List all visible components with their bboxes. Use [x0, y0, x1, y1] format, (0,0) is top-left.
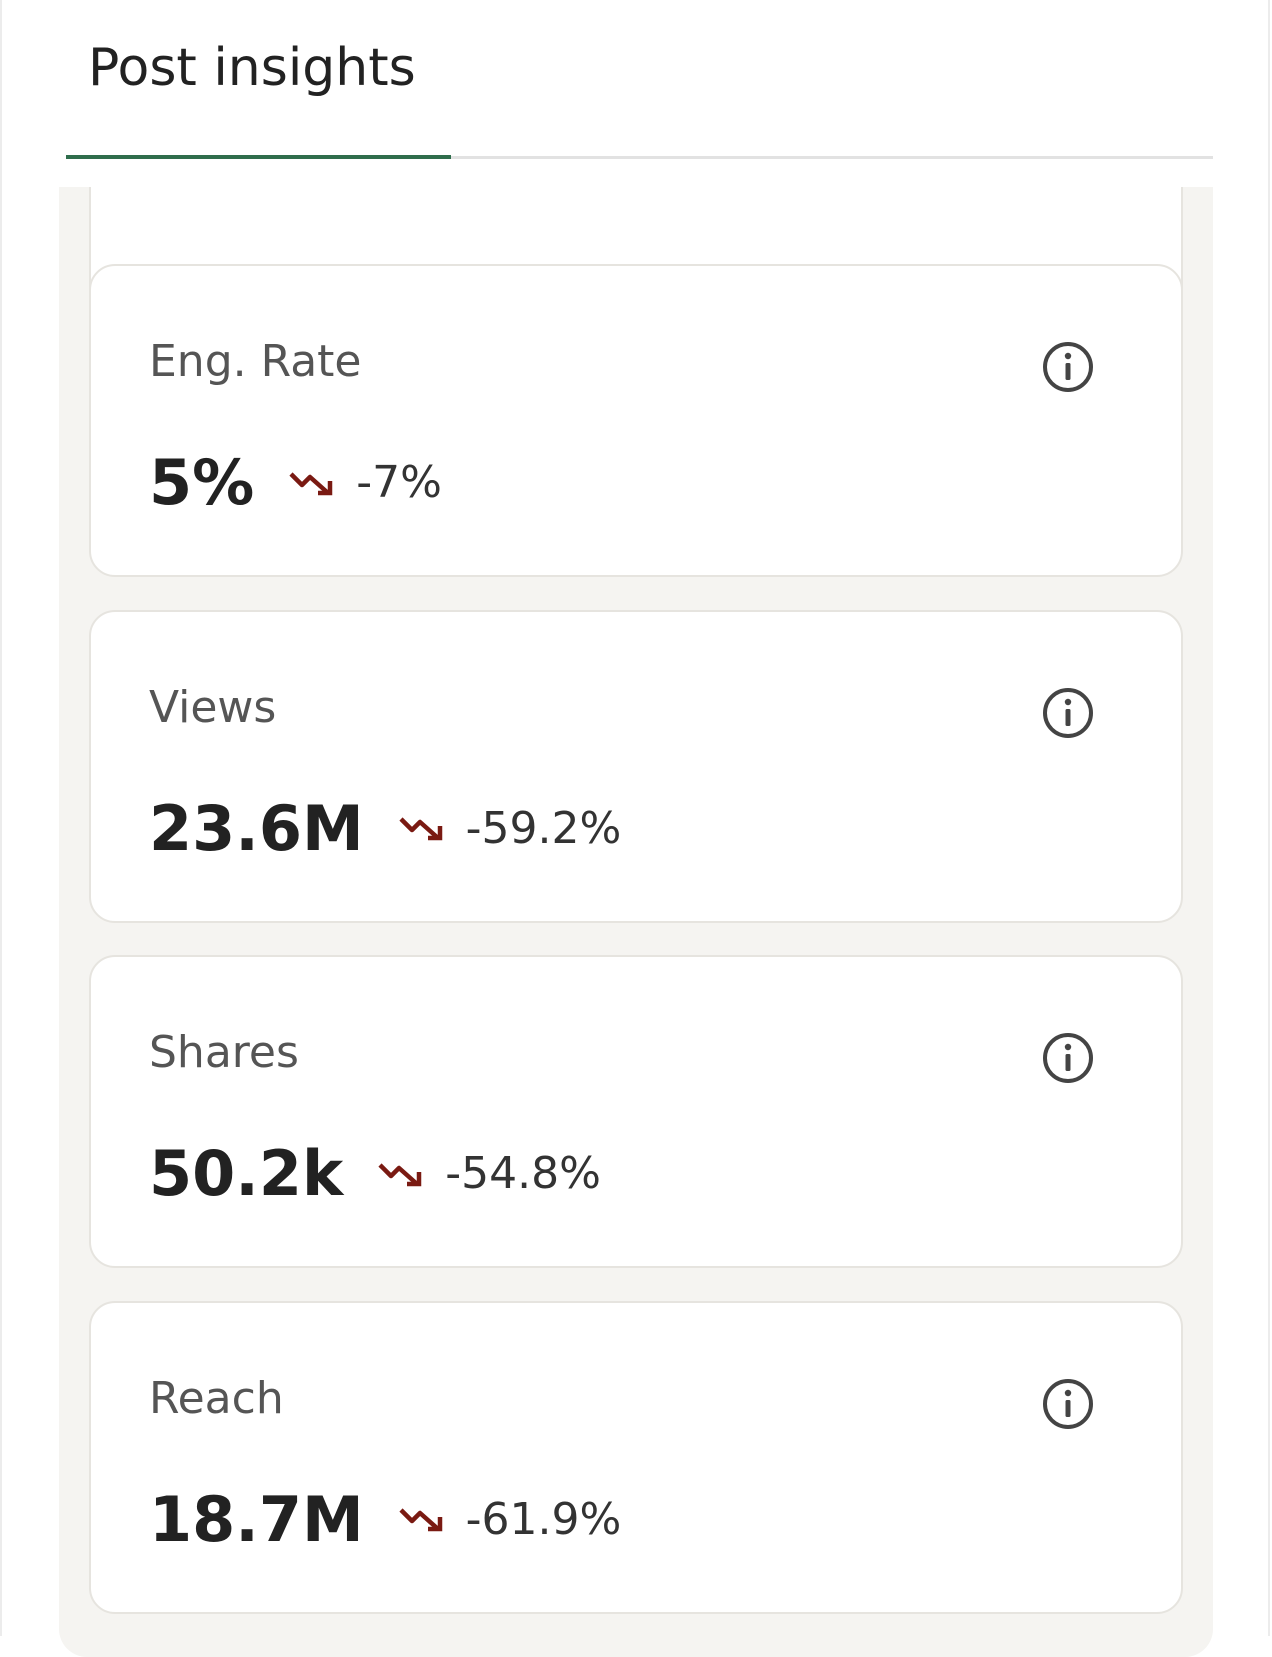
info-icon[interactable]	[1041, 340, 1095, 394]
trend-down-icon	[399, 1508, 442, 1532]
metric-row: 18.7M -61.9%	[149, 1483, 621, 1556]
metric-card: Shares 50.2k -54.8%	[89, 955, 1183, 1268]
metric-row: 23.6M -59.2%	[149, 792, 621, 865]
metric-value: 5%	[149, 446, 255, 519]
tab-title[interactable]: Post insights	[88, 38, 416, 98]
metric-row: 50.2k -54.8%	[149, 1137, 601, 1210]
metric-change: -54.8%	[445, 1148, 601, 1199]
tab-divider	[66, 156, 1213, 159]
metric-value: 50.2k	[149, 1137, 344, 1210]
metric-value: 18.7M	[149, 1482, 364, 1556]
metric-value: 23.6M	[149, 791, 364, 865]
metric-label: Shares	[149, 1027, 299, 1078]
metric-change: -61.9%	[465, 1493, 622, 1545]
tab-indicator	[66, 155, 451, 159]
metric-change: -7%	[356, 457, 442, 508]
metric-card: Reach 18.7M -61.9%	[89, 1300, 1183, 1614]
trend-down-icon	[399, 817, 442, 841]
info-icon[interactable]	[1041, 686, 1095, 740]
metric-label: Views	[149, 681, 277, 733]
info-icon[interactable]	[1041, 1031, 1095, 1085]
metric-card: Views 23.6M -59.2%	[89, 609, 1183, 923]
metric-card: Eng. Rate 5% -7%	[89, 264, 1183, 577]
trend-down-icon	[378, 1162, 422, 1186]
metric-row: 5% -7%	[149, 446, 442, 519]
trend-down-icon	[289, 471, 333, 495]
cards-panel: Eng. Rate 5% -7% Views 23.6M -59.2% Shares 50.2…	[59, 187, 1213, 1657]
metric-label: Reach	[149, 1372, 284, 1424]
metric-change: -59.2%	[465, 802, 622, 854]
metric-label: Eng. Rate	[149, 336, 362, 387]
info-icon[interactable]	[1041, 1377, 1095, 1431]
